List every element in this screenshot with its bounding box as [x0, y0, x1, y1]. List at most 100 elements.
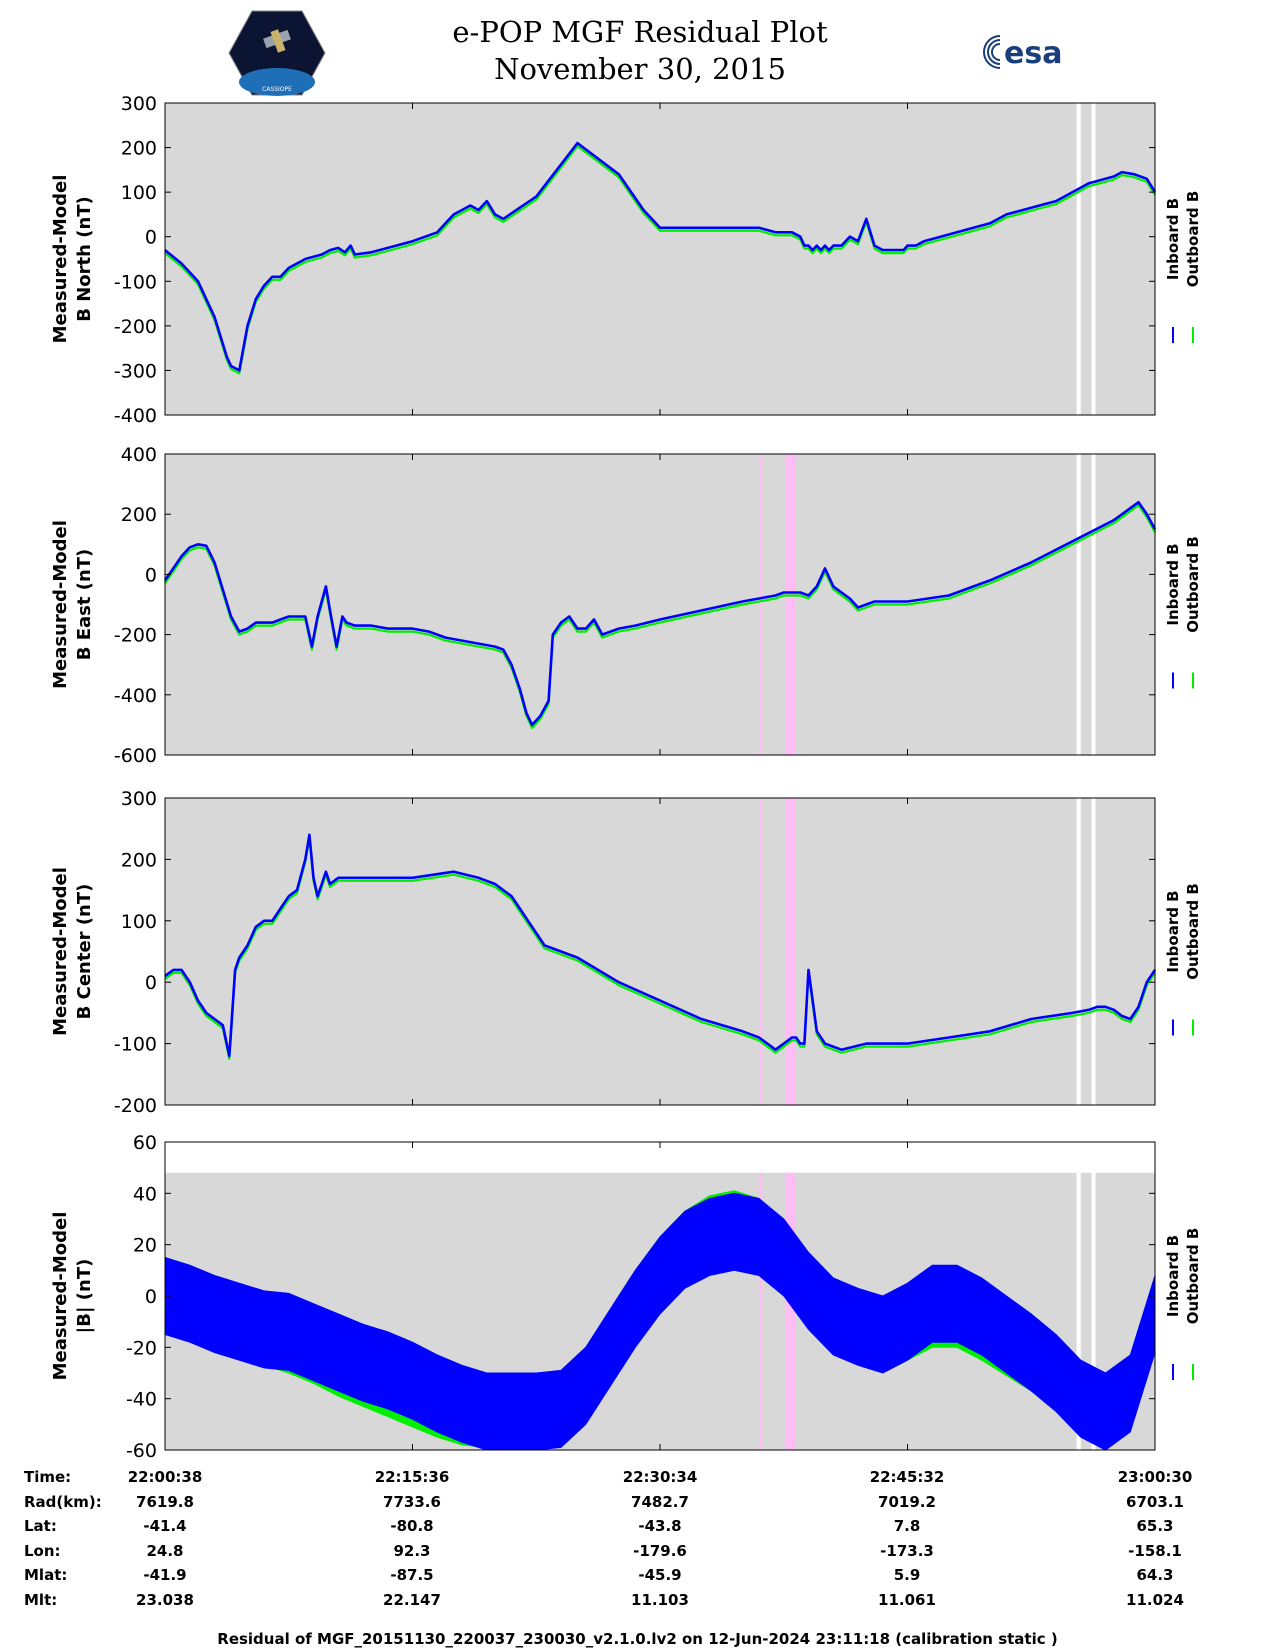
- y-tick-label: 20: [133, 1235, 157, 1257]
- data-gap: [1091, 798, 1096, 1105]
- y-tick-label: -400: [114, 685, 157, 707]
- data-gap: [1091, 103, 1096, 415]
- legend: Inboard B Outboard B: [1164, 191, 1202, 288]
- legend-inboard-label: Inboard B: [1164, 543, 1182, 625]
- info-cell: -87.5: [390, 1566, 434, 1584]
- info-row-label: Rad(km):: [24, 1492, 102, 1511]
- title-line-2: November 30, 2015: [494, 52, 786, 86]
- data-gap: [1091, 1172, 1096, 1450]
- info-cell: -41.9: [143, 1566, 187, 1584]
- y-tick-label: 300: [121, 93, 157, 115]
- y-tick-label: -100: [114, 1034, 157, 1056]
- data-gap: [1091, 454, 1096, 755]
- chart-title: e-POP MGF Residual Plot November 30, 201…: [380, 14, 900, 88]
- panel-magnitude: 60 40 20 0 -20 -40 -60 Measured-Model |B| (nT) In…: [50, 1132, 1202, 1462]
- info-cell: 11.103: [631, 1590, 689, 1609]
- info-cell: 11.024: [1126, 1590, 1184, 1609]
- legend-inboard-label: Inboard B: [1164, 1235, 1182, 1317]
- info-row-label: Time:: [24, 1468, 72, 1486]
- y-axis-label-line-1: Measured-Model: [50, 867, 71, 1036]
- data-gap: [1076, 103, 1081, 415]
- info-cell: -173.3: [880, 1541, 934, 1560]
- y-tick-label: 0: [145, 972, 157, 994]
- y-tick-label: -100: [114, 271, 157, 293]
- series-outboard-line: [164, 504, 1156, 729]
- data-gap: [1076, 1172, 1081, 1450]
- y-axis-label-line-1: Measured-Model: [50, 1212, 71, 1381]
- y-tick-label: 200: [121, 504, 157, 526]
- panel-north: 300 200 100 0 -100 -200 -300 -400 Measured-Model…: [50, 93, 1202, 427]
- info-cell: 5.9: [893, 1566, 921, 1584]
- cassiope-logo-text: CASSIOPE: [262, 86, 292, 93]
- esa-logo-text: esa: [1004, 36, 1062, 71]
- legend-inboard-label: Inboard B: [1164, 890, 1182, 972]
- info-cell: 92.3: [393, 1541, 431, 1560]
- y-tick-label: 200: [121, 138, 157, 160]
- legend: Inboard B Outboard B: [1164, 1228, 1202, 1325]
- info-cell: 7.8: [893, 1517, 921, 1535]
- y-tick-label: 0: [145, 564, 157, 586]
- legend: Inboard B Outboard B: [1164, 883, 1202, 980]
- y-axis-label-line-2: B Center (nT): [74, 884, 95, 1020]
- y-tick-label: -200: [114, 316, 157, 338]
- y-tick-label: 0: [145, 1286, 157, 1308]
- highlight-band: [785, 1172, 796, 1450]
- highlight-band: [785, 798, 796, 1105]
- legend: Inboard B Outboard B: [1164, 536, 1202, 633]
- esa-logo: esa: [983, 35, 1062, 71]
- highlight-band: [785, 454, 796, 755]
- info-cell: -179.6: [633, 1541, 687, 1560]
- legend-outboard-label: Outboard B: [1184, 191, 1202, 288]
- info-cell: 64.3: [1136, 1566, 1174, 1584]
- y-tick-label: -40: [126, 1389, 157, 1411]
- series-outboard-line: [164, 145, 1156, 375]
- info-cell: 24.8: [146, 1541, 184, 1560]
- y-axis-label: Measured-Model B Center (nT): [50, 867, 95, 1036]
- info-cell: -43.8: [638, 1517, 682, 1535]
- cassiope-logo: CASSIOPE: [228, 10, 326, 96]
- info-cell: 23:00:30: [1117, 1468, 1193, 1486]
- y-axis-label: Measured-Model B East (nT): [50, 520, 95, 689]
- plot-background: [165, 103, 1155, 415]
- info-cell: -45.9: [638, 1566, 682, 1584]
- plot-background: [165, 798, 1155, 1105]
- y-tick-label: 0: [145, 227, 157, 249]
- info-cell: 22:00:38: [127, 1468, 203, 1486]
- y-tick-label: 200: [121, 849, 157, 871]
- info-cell: -80.8: [390, 1517, 434, 1535]
- y-tick-label: -400: [114, 405, 157, 427]
- y-tick-label: 300: [121, 788, 157, 810]
- legend-outboard-label: Outboard B: [1184, 883, 1202, 980]
- info-row-label: Mlt:: [24, 1590, 58, 1609]
- series-outboard-line: [164, 836, 1156, 1060]
- highlight-band: [759, 454, 763, 755]
- y-tick-label: -200: [114, 1095, 157, 1117]
- info-cell: 7619.8: [136, 1492, 194, 1511]
- info-cell: 6703.1: [1126, 1492, 1184, 1511]
- info-cell: -158.1: [1128, 1541, 1182, 1560]
- y-axis-label-line-1: Measured-Model: [50, 520, 71, 689]
- y-axis-label-line-2: |B| (nT): [74, 1259, 95, 1334]
- series-inboard-line: [163, 500, 1157, 727]
- info-row-label: Lon:: [24, 1541, 61, 1560]
- info-cell: 22:30:34: [622, 1468, 698, 1486]
- y-tick-label: 100: [121, 182, 157, 204]
- legend-inboard-label: Inboard B: [1164, 198, 1182, 280]
- y-tick-label: -600: [114, 745, 157, 767]
- title-line-1: e-POP MGF Residual Plot: [452, 15, 828, 49]
- info-cell: -41.4: [143, 1517, 187, 1535]
- info-cell: 65.3: [1136, 1517, 1174, 1535]
- panel-east: 400 200 0 -200 -400 -600 Measured-Model B East …: [50, 444, 1202, 767]
- y-axis-label: Measured-Model |B| (nT): [50, 1212, 95, 1381]
- y-tick-label: -300: [114, 360, 157, 382]
- y-tick-label: -200: [114, 625, 157, 647]
- data-gap: [1076, 798, 1081, 1105]
- y-tick-label: -60: [126, 1440, 157, 1462]
- highlight-band: [759, 798, 763, 1105]
- y-axis-label: Measured-Model B North (nT): [50, 175, 95, 344]
- legend-outboard-label: Outboard B: [1184, 1228, 1202, 1325]
- series-inboard-line: [164, 141, 1157, 372]
- footer-caption: Residual of MGF_20151130_220037_230030_v…: [217, 1630, 1058, 1648]
- info-cell: 23.038: [136, 1590, 194, 1609]
